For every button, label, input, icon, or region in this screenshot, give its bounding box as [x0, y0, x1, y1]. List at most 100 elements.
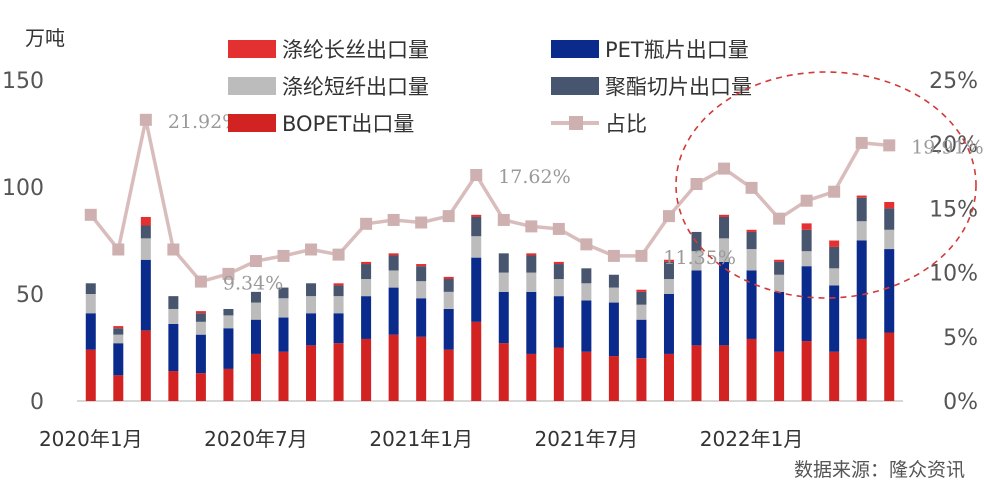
ratio-marker — [470, 169, 483, 182]
legend-label: 占比 — [605, 112, 647, 136]
bar-segment — [746, 249, 757, 271]
ratio-marker — [332, 248, 345, 261]
bar-segment — [361, 279, 372, 297]
bar-segment — [801, 251, 812, 267]
bar-segment — [746, 231, 757, 250]
bar-segment — [884, 332, 895, 401]
bar-segment — [388, 255, 399, 271]
bar-segment — [140, 259, 151, 331]
bar-segment — [443, 349, 454, 401]
bar-segment — [884, 249, 895, 333]
bar-segment — [663, 353, 674, 401]
ratio-marker — [112, 243, 125, 256]
bar-segment — [526, 291, 537, 354]
bar-segment — [774, 261, 785, 275]
bar-segment — [85, 283, 96, 294]
ratio-marker — [360, 217, 373, 230]
bar-segment — [884, 201, 895, 209]
bar-segment — [443, 276, 454, 280]
bar-segment — [333, 313, 344, 344]
ratio-marker — [635, 249, 648, 262]
decor — [675, 71, 977, 299]
bar-segment — [581, 351, 592, 401]
ratio-marker — [415, 216, 428, 229]
unit-label: 万吨 — [25, 26, 65, 50]
bar-segment — [581, 283, 592, 301]
bar-segment — [113, 343, 124, 376]
bar-segment — [856, 195, 867, 198]
y-right-tick-label: 20% — [929, 133, 978, 158]
bar-segment — [388, 334, 399, 401]
bar-segment — [746, 270, 757, 339]
bar-segment — [416, 336, 427, 401]
ratio-marker — [249, 255, 262, 268]
bar-segment — [278, 287, 289, 299]
bar-segment — [553, 347, 564, 401]
bar-segment — [471, 216, 482, 237]
bar-segment — [333, 285, 344, 297]
bar-segment — [195, 373, 206, 401]
bar-segment — [608, 302, 619, 357]
bar-segment — [250, 319, 261, 354]
bar-segment — [719, 345, 730, 401]
bar-segment — [691, 251, 702, 271]
bar-segment — [526, 272, 537, 292]
bar-segment — [140, 330, 151, 401]
bar-segment — [801, 229, 812, 252]
bar-segment — [113, 334, 124, 344]
bar-segment — [636, 304, 647, 320]
data-label: 21.92% — [168, 111, 240, 133]
bar-segment — [250, 353, 261, 401]
bar-segment — [223, 328, 234, 369]
bar-segment — [829, 240, 840, 247]
bar-segment — [884, 208, 895, 230]
ratio-marker — [690, 178, 703, 191]
bar-segment — [663, 261, 674, 280]
ratio-marker — [662, 210, 675, 223]
bar-segment — [498, 291, 509, 344]
ratio-marker — [194, 275, 207, 288]
bar-segment — [85, 294, 96, 314]
bar-segment — [663, 279, 674, 294]
bar-segment — [168, 308, 179, 324]
bar-segment — [553, 296, 564, 348]
data-label: 19.91% — [911, 136, 983, 158]
ratio-series-line — [89, 118, 890, 284]
bar-segment — [388, 270, 399, 288]
bar-segment — [774, 291, 785, 352]
ratio-marker — [773, 212, 786, 225]
ratio-marker — [745, 181, 758, 194]
bar-segment — [306, 283, 317, 297]
ratio-marker — [580, 238, 593, 251]
y-left-tick-label: 100 — [2, 176, 44, 201]
y-right-tick-label: 15% — [929, 197, 978, 222]
bar-segment — [361, 338, 372, 401]
bar-segment — [113, 326, 124, 329]
legend-swatch — [228, 77, 276, 95]
bar-segment — [306, 313, 317, 346]
bar-segment — [829, 246, 840, 269]
y-left-tick-label: 50 — [16, 283, 44, 308]
bar-segment — [498, 343, 509, 401]
source-note: 数据来源：隆众资讯 — [794, 459, 965, 481]
bar-segment — [691, 270, 702, 346]
bar-segment — [526, 255, 537, 273]
bar-segment — [526, 353, 537, 401]
ratio-marker — [800, 194, 813, 207]
y-right-tick-label: 25% — [929, 69, 978, 94]
bar-segment — [168, 296, 179, 309]
x-tick-label: 2021年7月 — [535, 427, 639, 451]
bar-segment — [801, 223, 812, 230]
bar-segment — [829, 268, 840, 286]
bar-segment — [168, 371, 179, 401]
bar-segment — [361, 296, 372, 339]
bar-segment — [306, 345, 317, 401]
bar-segment — [553, 261, 564, 265]
x-tick-label: 2022年1月 — [700, 427, 804, 451]
bar-segment — [746, 338, 757, 401]
bar-segment — [719, 214, 730, 217]
bar-segment — [801, 266, 812, 342]
y-right-tick-label: 0% — [943, 390, 978, 415]
bar-segment — [746, 229, 757, 232]
